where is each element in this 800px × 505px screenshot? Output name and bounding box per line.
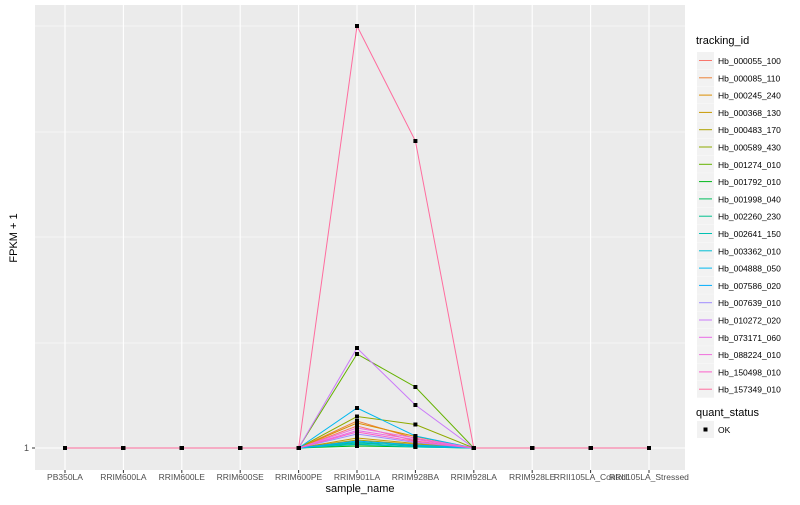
data-point	[413, 439, 418, 444]
data-point	[413, 422, 418, 427]
data-point	[355, 442, 359, 446]
data-point	[355, 430, 359, 434]
data-point	[355, 24, 359, 28]
grid-lines	[35, 5, 685, 470]
x-tick-label: RRIM928LA	[451, 472, 498, 482]
data-point	[355, 439, 359, 443]
legend-label: Hb_000055_100	[718, 56, 781, 66]
data-point	[530, 446, 535, 450]
x-tick-label: RRII105LA_Control	[554, 472, 628, 482]
x-axis-title: sample_name	[325, 483, 394, 495]
data-point	[238, 446, 243, 450]
legend-label: Hb_088224_010	[718, 350, 781, 360]
data-point	[647, 446, 651, 450]
x-tick-label: RRIM600PE	[275, 472, 323, 482]
legend-label: Hb_150498_010	[718, 367, 781, 377]
legend-label: Hb_001792_010	[718, 177, 781, 187]
legend-label: Hb_000245_240	[718, 91, 781, 101]
data-points	[63, 24, 651, 450]
data-point	[121, 446, 126, 450]
data-point	[413, 139, 418, 143]
data-point	[413, 385, 418, 389]
x-tick-label: RRIM928BA	[392, 472, 440, 482]
data-point	[63, 446, 67, 450]
x-tick-label: RRIM600LE	[159, 472, 206, 482]
legend-label: Hb_010272_020	[718, 316, 781, 326]
x-tick-label: RRIM928LE	[509, 472, 556, 482]
legend-label-ok: OK	[718, 425, 731, 435]
x-tick-label: RRII105LA_Stressed	[609, 472, 689, 482]
x-tick-label: RRIM600LA	[100, 472, 147, 482]
data-point	[588, 446, 593, 450]
data-point	[355, 421, 359, 425]
x-tick-label: RRIM600SE	[217, 472, 265, 482]
data-point	[355, 406, 359, 410]
legend-label: Hb_000483_170	[718, 125, 781, 135]
legend-label: Hb_002641_150	[718, 229, 781, 239]
y-axis-title: FPKM + 1	[8, 213, 20, 262]
legend-label: Hb_001998_040	[718, 194, 781, 204]
legend-label: Hb_007639_010	[718, 298, 781, 308]
data-point	[355, 414, 359, 419]
legend-label: Hb_000368_130	[718, 108, 781, 118]
data-point	[413, 443, 418, 447]
legend-label: Hb_073171_060	[718, 333, 781, 343]
x-tick-label: PB350LA	[47, 472, 83, 482]
plot-panel	[35, 5, 685, 470]
legend-title-quant-status: quant_status	[696, 407, 759, 419]
data-point	[413, 403, 418, 407]
legend-label: Hb_004888_050	[718, 264, 781, 274]
legend-title-tracking-id: tracking_id	[696, 35, 749, 47]
data-point	[179, 446, 184, 450]
legend-label: Hb_000085_110	[718, 73, 781, 83]
y-tick-label: 1	[24, 443, 29, 453]
legend-label: Hb_157349_010	[718, 385, 781, 395]
data-point	[471, 446, 476, 450]
legend-label: Hb_000589_430	[718, 143, 781, 153]
data-point	[355, 352, 359, 356]
data-point	[413, 436, 418, 440]
legend-label: Hb_007586_020	[718, 281, 781, 291]
data-point	[355, 346, 359, 350]
x-tick-label: RRIM901LA	[334, 472, 381, 482]
data-point	[355, 426, 359, 430]
legend-label: Hb_002260_230	[718, 212, 781, 222]
x-axis-ticks: PB350LA RRIM600LA RRIM600LE RRIM600SE RRIM60…	[47, 470, 689, 482]
legend-label: Hb_003362_010	[718, 246, 781, 256]
legend: tracking_id Hb_000055_100 Hb_000085_110 Hb…	[696, 35, 781, 438]
legend-label: Hb_001274_010	[718, 160, 781, 170]
ok-square-icon	[703, 427, 708, 432]
data-point	[296, 446, 301, 450]
